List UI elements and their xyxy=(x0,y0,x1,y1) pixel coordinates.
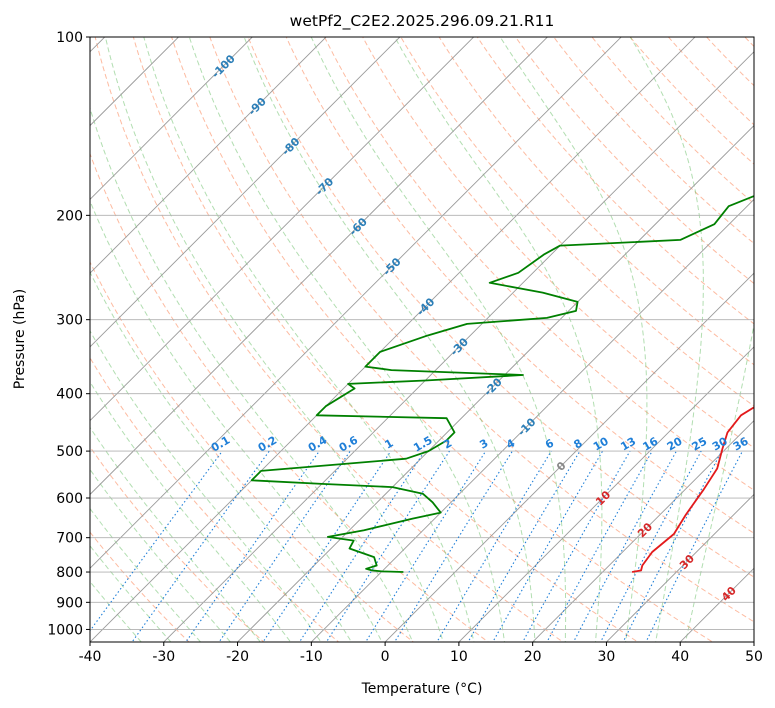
isotherm-line xyxy=(163,51,754,642)
moist-adiabat xyxy=(629,37,704,642)
plot-frame xyxy=(89,36,755,643)
y-tick-label: 600 xyxy=(56,491,83,507)
y-tick-label: 700 xyxy=(56,531,83,547)
moist-adiabat xyxy=(90,468,232,642)
moist-adiabat xyxy=(310,37,567,642)
x-axis-label: Temperature (°C) xyxy=(361,681,483,697)
x-tick-label: 50 xyxy=(745,649,763,665)
dry-adiabat xyxy=(209,37,754,623)
isotherm-line xyxy=(236,124,754,642)
mixing-ratio-line xyxy=(218,450,351,642)
moist-adiabat xyxy=(104,37,444,642)
moist-adiabat xyxy=(90,544,172,642)
y-tick-label: 200 xyxy=(56,208,83,224)
moist-adiabat xyxy=(685,322,754,642)
moist-adiabat xyxy=(90,329,322,642)
moist-adiabat xyxy=(499,37,648,642)
axis-ticks: -40 -30 -20 -10 0 10 20 30 40 50 100 200 300 400 500 60… xyxy=(47,30,763,665)
dry-adiabat xyxy=(285,37,754,534)
y-tick-label: 800 xyxy=(56,565,83,581)
dry-adiabat xyxy=(438,37,754,366)
x-tick-label: -10 xyxy=(300,649,323,665)
isotherm-line xyxy=(458,346,754,642)
dry-adiabat xyxy=(247,37,754,578)
y-tick-label: 100 xyxy=(56,30,83,46)
mixing-ratio-line xyxy=(262,450,392,642)
moist-adiabat xyxy=(90,580,142,642)
mixing-ratio-lines xyxy=(90,450,743,642)
mixing-ratio-line xyxy=(522,450,631,642)
background-lines xyxy=(90,37,754,642)
dewpoint-profile-line xyxy=(250,195,754,573)
x-tick-label: -30 xyxy=(152,649,175,665)
isotherm-line xyxy=(532,420,754,642)
y-tick-label: 900 xyxy=(56,595,83,611)
dry-adiabat xyxy=(90,356,340,642)
moist-adiabat xyxy=(143,37,475,642)
temperature-profile-line xyxy=(631,406,754,573)
y-axis-label: Pressure (hPa) xyxy=(12,289,28,389)
dry-adiabat xyxy=(132,37,639,642)
mixing-ratio-line xyxy=(90,450,223,632)
isotherm-line xyxy=(90,37,696,642)
isotherm-line xyxy=(90,37,401,348)
y-tick-label: 400 xyxy=(56,387,83,403)
x-tick-label: 20 xyxy=(524,649,542,665)
x-tick-label: -20 xyxy=(226,649,249,665)
moist-adiabat xyxy=(394,37,603,642)
mixing-ratio-line xyxy=(546,450,653,642)
x-tick-label: -40 xyxy=(79,649,102,665)
moist-adiabat xyxy=(90,199,383,642)
moist-adiabat xyxy=(188,37,506,642)
y-tick-label: 300 xyxy=(56,313,83,329)
moist-adiabat xyxy=(90,507,202,642)
dry-adiabat xyxy=(400,37,754,407)
dry-adiabat xyxy=(323,37,754,491)
moist-adiabat xyxy=(90,381,292,642)
moist-adiabat xyxy=(243,37,536,642)
x-tick-label: 10 xyxy=(450,649,468,665)
dry-adiabat xyxy=(591,37,754,205)
moist-adiabat xyxy=(90,426,262,642)
y-tick-label: 1000 xyxy=(47,622,83,638)
x-tick-label: 30 xyxy=(598,649,616,665)
isotherm-line xyxy=(90,37,475,422)
isotherm-line xyxy=(384,272,754,642)
mixing-ratio-line xyxy=(298,450,426,642)
dry-adiabat xyxy=(171,37,714,642)
dry-adiabat xyxy=(90,260,415,642)
isotherm-line xyxy=(90,37,327,274)
chart-title: wetPf2_C2E2.2025.296.09.21.R11 xyxy=(290,12,555,31)
y-tick-label: 500 xyxy=(56,444,83,460)
mixing-ratio-line xyxy=(393,450,513,642)
x-tick-label: 0 xyxy=(381,649,390,665)
mixing-ratio-line xyxy=(131,450,270,642)
isotherm-line xyxy=(90,37,253,200)
isotherm-line xyxy=(90,37,622,569)
grid-lines xyxy=(90,37,754,642)
isotherm-line xyxy=(90,37,549,496)
mixing-ratio-line xyxy=(365,450,487,642)
isotherm-line xyxy=(310,198,754,642)
dry-adiabat xyxy=(514,37,754,285)
dry-adiabat xyxy=(94,37,564,642)
mixing-ratio-line xyxy=(467,450,581,642)
moist-adiabat xyxy=(90,271,353,642)
dry-adiabat xyxy=(90,152,490,642)
mixing-ratio-line xyxy=(492,450,604,642)
x-tick-label: 40 xyxy=(671,649,689,665)
isotherm-line xyxy=(605,493,754,642)
mixing-ratio-line xyxy=(436,450,552,642)
mixing-ratio-line xyxy=(325,450,450,642)
mixing-ratio-line xyxy=(572,450,677,642)
profile-lines xyxy=(250,195,754,573)
